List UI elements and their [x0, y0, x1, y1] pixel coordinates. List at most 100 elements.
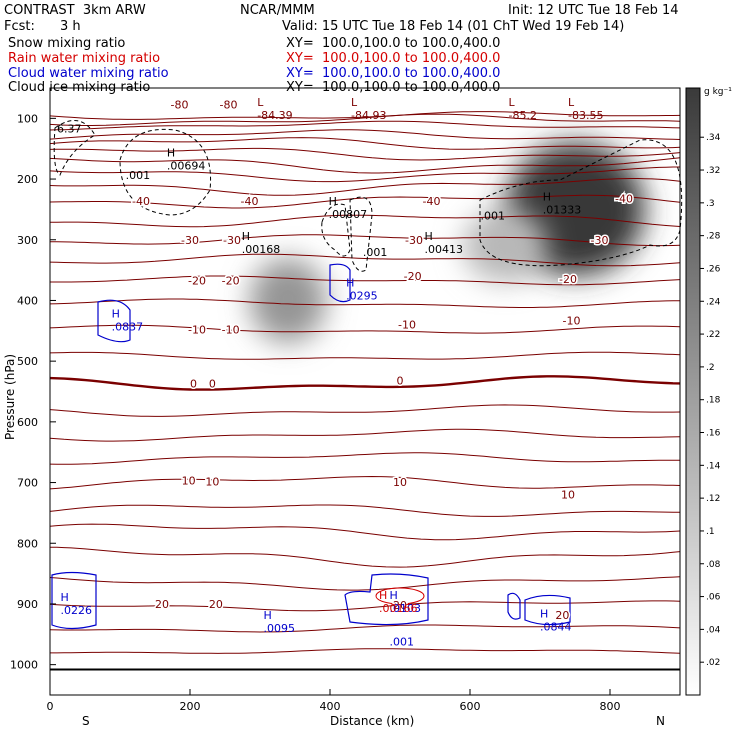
colorbar [685, 87, 701, 696]
temp-contour-line [49, 351, 681, 360]
colorbar-tick-label: .22 [706, 330, 720, 340]
field-cloud-water-xy: XY= 100.0,100.0 to 100.0,400.0 [286, 66, 501, 81]
minimum-marker: L [351, 96, 358, 109]
temperature-contour-label: -10 [563, 314, 581, 327]
temperature-contour-label: 0 [209, 378, 216, 391]
cloud-water-contour [344, 573, 429, 626]
extremum-value-label: .0226 [61, 604, 93, 617]
ice-contour [119, 128, 212, 216]
temperature-contour-label: -40 [615, 192, 633, 205]
x-tick-label: 200 [180, 700, 201, 713]
y-tick-label: 500 [17, 355, 38, 368]
x-tick-label: 400 [320, 700, 341, 713]
extremum-value-label: .0844 [540, 620, 572, 633]
temp-contour-line [49, 546, 681, 568]
temp-contour-line [49, 234, 681, 247]
temperature-contour-label: -30 [591, 234, 609, 247]
ice-contour [53, 120, 96, 176]
colorbar-tick-label: .08 [706, 560, 721, 570]
colorbar-tick-label: .02 [706, 658, 720, 668]
temperature-contour-label: -20 [404, 270, 422, 283]
temp-contour-line [49, 298, 681, 308]
cloud-water-contour [329, 263, 351, 303]
forecast-hours: 3 h [60, 19, 81, 34]
temp-contour-line [49, 113, 681, 126]
temperature-contour-label: -30 [405, 234, 423, 247]
y-tick-label: 900 [17, 598, 38, 611]
extremum-value-label: .00694 [167, 160, 206, 173]
valid-time: Valid: 15 UTC Tue 18 Feb 14 (01 ChT Wed … [282, 19, 625, 34]
temp-contour-line [49, 111, 681, 120]
extremum-value-label: .01333 [543, 203, 582, 216]
chart-title: CONTRAST 3km ARW [4, 3, 146, 18]
colorbar-tick-label: .32 [706, 166, 720, 176]
maximum-marker: H [346, 277, 354, 290]
maximum-marker: H [61, 591, 69, 604]
field-rain-xy: XY= 100.0,100.0 to 100.0,400.0 [286, 51, 501, 66]
colorbar-tick-label: .24 [706, 297, 721, 307]
field-snow-label: Snow mixing ratio [8, 36, 126, 51]
contour-value-label: .001 [363, 246, 388, 259]
temp-contour-line [50, 648, 681, 654]
colorbar-tick-label: .3 [706, 199, 715, 209]
x-tick-label: 600 [460, 700, 481, 713]
temperature-contour-label: 10 [205, 475, 219, 488]
extremum-value-label: .0103 [390, 602, 422, 615]
temperature-contour-label: -10 [188, 324, 206, 337]
temperature-contour-label: 0 [397, 375, 404, 388]
extremum-value-label: -85.2 [509, 109, 537, 122]
cloud-water-contour [51, 571, 97, 630]
temperature-contour-label: -40 [132, 195, 150, 208]
colorbar-tick-label: .14 [706, 461, 721, 471]
temp-contour-line [49, 404, 681, 417]
colorbar-tick-label: .06 [706, 593, 721, 603]
temp-contour-line [49, 157, 681, 174]
extremum-value-label: .00413 [425, 243, 464, 256]
temperature-contour-label: -30 [181, 234, 199, 247]
temp-contour-line [49, 137, 681, 150]
temperature-contour-label: 10 [182, 475, 196, 488]
temp-contour-line [49, 576, 681, 591]
temperature-contour-label: -10 [222, 324, 240, 337]
contour-value-label: .001 [481, 209, 506, 222]
field-snow-xy: XY= 100.0,100.0 to 100.0,400.0 [286, 36, 501, 51]
temp-contour-line [49, 475, 681, 490]
contour-value-label: .001 [390, 636, 415, 649]
extremum-value-label: .0837 [112, 320, 144, 333]
extremum-value-label: -84.93 [351, 109, 386, 122]
colorbar-tick-label: .26 [706, 264, 721, 274]
extremum-value-label: .0295 [346, 290, 378, 303]
maximum-marker: H [167, 147, 175, 160]
temperature-contour-label: -30 [223, 234, 241, 247]
y-tick-label: 800 [17, 537, 38, 550]
cloud-water-contour [97, 299, 131, 343]
colorbar-tick-label: .28 [706, 232, 721, 242]
maximum-marker: H [390, 589, 398, 602]
y-tick-label: 1000 [10, 659, 38, 672]
minimum-marker: L [568, 96, 575, 109]
y-tick-label: 100 [17, 112, 38, 125]
x-tick-label: 800 [600, 700, 621, 713]
cloud-water-contour [507, 592, 521, 620]
extremum-value-label: .00807 [329, 208, 368, 221]
snow-blob-2 [463, 209, 547, 283]
temp-contour-line [49, 452, 680, 465]
temp-contour-line [49, 624, 681, 633]
temperature-contour-label: 10 [561, 489, 575, 502]
colorbar-tick-label: .2 [706, 363, 715, 373]
temperature-contour-label: 20 [209, 598, 223, 611]
temperature-contour-label: -80 [220, 98, 238, 111]
field-cloud-water-label: Cloud water mixing ratio [8, 66, 169, 81]
maximum-marker: H [425, 230, 433, 243]
extremum-value-label: .00166 [379, 602, 418, 615]
temperature-contour-label: 20 [555, 609, 569, 622]
temp-contour-line [49, 600, 681, 612]
maximum-marker: H [540, 607, 548, 620]
x-axis-label: Distance (km) [330, 714, 414, 728]
y-tick-label: 300 [17, 234, 38, 247]
y-tick-label: 400 [17, 294, 38, 307]
colorbar-tick-label: .34 [706, 133, 721, 143]
colorbar-tick-label: .12 [706, 494, 720, 504]
